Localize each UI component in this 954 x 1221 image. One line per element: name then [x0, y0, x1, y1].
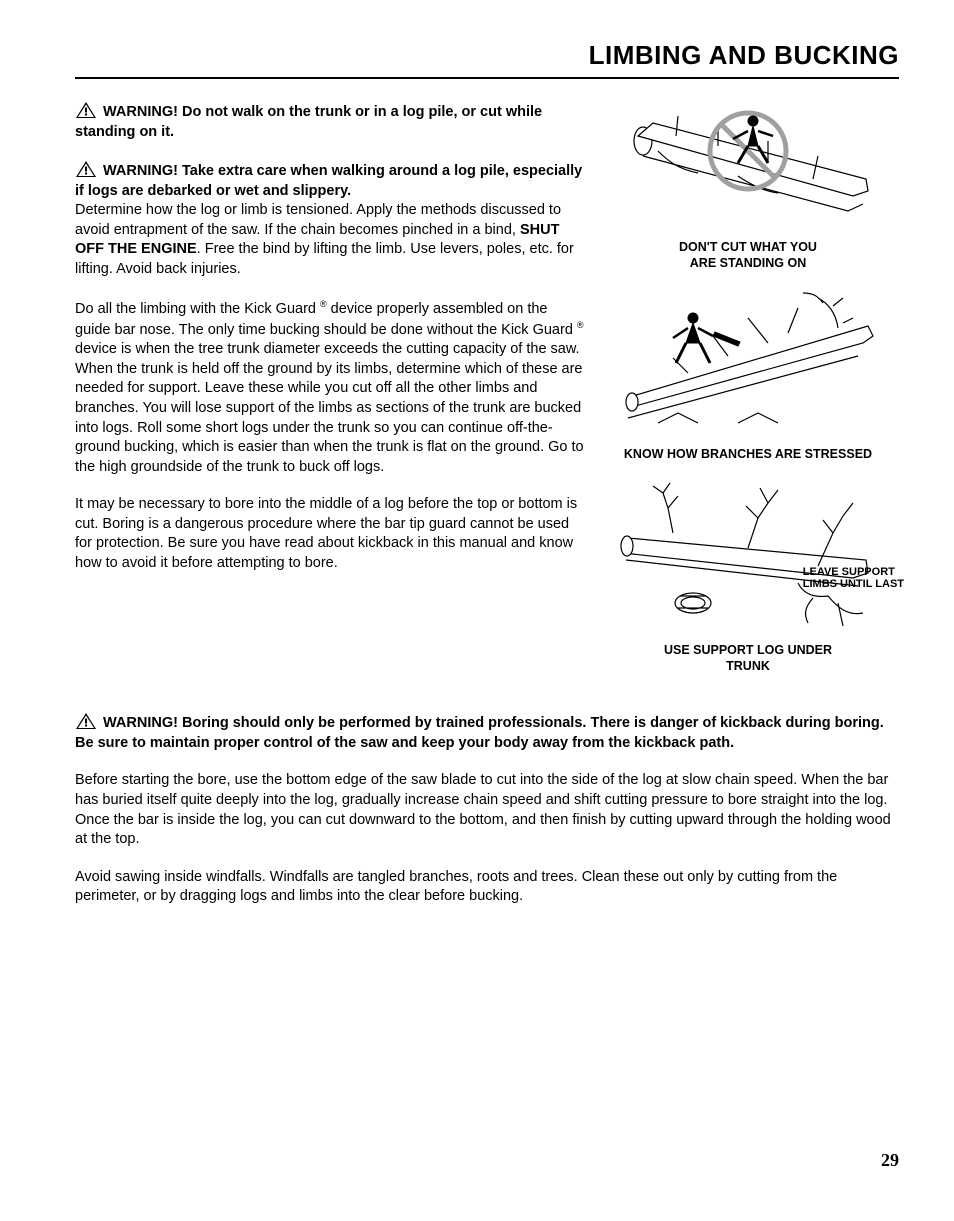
figure-1: [597, 101, 899, 231]
page-number: 29: [881, 1150, 899, 1171]
paragraph-windfalls: Avoid sawing inside windfalls. Windfalls…: [75, 868, 899, 907]
figure-3: LEAVE SUPPORT LIMBS UNTIL LAST: [597, 478, 899, 638]
warning-icon: [75, 712, 97, 730]
warning-3: WARNING! Boring should only be performed…: [75, 712, 899, 753]
right-column: DON'T CUT WHAT YOU ARE STANDING ON: [597, 101, 899, 690]
f3-cap-l2: TRUNK: [726, 659, 770, 673]
warning-3-text: Boring should only be performed by train…: [75, 715, 884, 751]
p1c: device is when the tree trunk diameter e…: [75, 341, 584, 474]
warning-2-body-a: Determine how the log or limb is tension…: [75, 202, 561, 238]
warning-2-lead: WARNING!: [103, 163, 178, 179]
p1a: Do all the limbing with the Kick Guard: [75, 300, 320, 316]
f1-cap-l2: ARE STANDING ON: [690, 256, 806, 270]
full-width-section: WARNING! Boring should only be performed…: [75, 712, 899, 907]
warning-icon: [75, 101, 97, 119]
left-column: WARNING! Do not walk on the trunk or in …: [75, 101, 585, 690]
warning-1-lead: WARNING!: [103, 104, 178, 120]
warning-1: WARNING! Do not walk on the trunk or in …: [75, 101, 585, 142]
reg-mark-2: ®: [577, 320, 584, 330]
paragraph-bore-technique: Before starting the bore, use the bottom…: [75, 771, 899, 849]
f1-cap-l1: DON'T CUT WHAT YOU: [679, 240, 817, 254]
paragraph-kickguard: Do all the limbing with the Kick Guard ®…: [75, 298, 585, 478]
warning-2: WARNING! Take extra care when walking ar…: [75, 160, 585, 279]
f3-annot-l2: LIMBS UNTIL LAST: [803, 578, 904, 590]
figure-2-caption: KNOW HOW BRANCHES ARE STRESSED: [597, 446, 899, 462]
f3-annot-l1: LEAVE SUPPORT: [803, 566, 895, 578]
page-title: LIMBING AND BUCKING: [75, 40, 899, 79]
warning-icon: [75, 160, 97, 178]
paragraph-boring: It may be necessary to bore into the mid…: [75, 495, 585, 573]
f3-cap-l1: USE SUPPORT LOG UNDER: [664, 643, 832, 657]
figure-3-annotation: LEAVE SUPPORT LIMBS UNTIL LAST: [803, 566, 904, 591]
two-column-layout: WARNING! Do not walk on the trunk or in …: [75, 101, 899, 690]
figure-3-caption: USE SUPPORT LOG UNDER TRUNK: [597, 642, 899, 675]
figure-2: [597, 288, 899, 438]
figure-1-caption: DON'T CUT WHAT YOU ARE STANDING ON: [597, 239, 899, 272]
reg-mark-1: ®: [320, 299, 327, 309]
warning-3-lead: WARNING!: [103, 715, 178, 731]
